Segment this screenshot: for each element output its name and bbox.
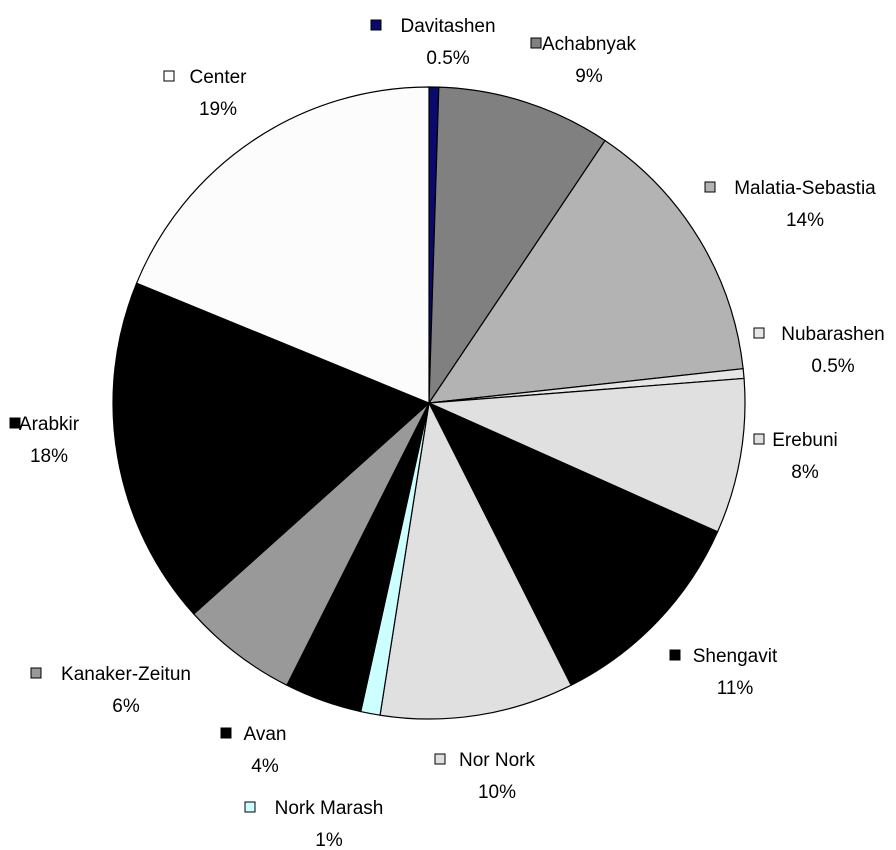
legend-swatch	[704, 181, 716, 193]
slice-name: Nor Nork	[459, 750, 536, 771]
pie-slice-center	[135, 86, 430, 404]
slice-percent: 19%	[199, 99, 237, 120]
slice-percent: 6%	[112, 696, 140, 717]
slice-label: Achabnyak 9%	[542, 34, 637, 87]
slice-name: Avan	[244, 724, 287, 745]
slice-name: Achabnyak	[542, 34, 637, 55]
slice-label: Center 19%	[189, 67, 247, 120]
legend-swatch	[220, 727, 232, 739]
pie-slice-nor-nork	[379, 401, 572, 720]
slice-label: Arabkir 18%	[19, 414, 80, 467]
legend-swatch	[244, 801, 256, 813]
slice-percent: 0.5%	[426, 48, 469, 69]
slice-label: Nork Marash 1%	[275, 798, 384, 850]
pie-slices	[112, 86, 746, 720]
slice-label: Nor Nork 10%	[459, 750, 536, 803]
slice-percent: 11%	[717, 678, 754, 699]
slice-name: Center	[189, 67, 247, 88]
slice-percent: 10%	[478, 782, 516, 803]
pie-labels: Davitashen 0.5% Achabnyak 9% Malatia-Sebasti…	[9, 16, 885, 850]
slice-label: Malatia-Sebastia 14%	[734, 178, 876, 231]
slice-percent: 4%	[251, 756, 279, 777]
pie-slice-achabnyak	[428, 86, 606, 406]
slice-label: Shengavit 11%	[693, 646, 778, 699]
slice-label: Nubarashen 0.5%	[781, 324, 885, 377]
legend-swatch	[434, 753, 446, 765]
slice-label: Kanaker-Zeitun 6%	[61, 664, 191, 717]
legend-swatch	[370, 19, 382, 31]
legend-swatch	[669, 649, 681, 661]
slice-name: Erebuni	[772, 430, 838, 451]
pie-slice-erebuni	[428, 377, 746, 533]
slice-percent: 0.5%	[811, 356, 854, 377]
slice-percent: 1%	[315, 830, 343, 850]
pie-slice-shengavit	[427, 401, 719, 687]
pie-slice-arabkir	[112, 282, 431, 615]
slice-label: Avan 4%	[244, 724, 287, 777]
slice-percent: 9%	[575, 66, 603, 87]
slice-percent: 18%	[30, 446, 68, 467]
slice-name: Nork Marash	[275, 798, 384, 819]
legend-swatch	[30, 667, 42, 679]
slice-percent: 8%	[791, 462, 819, 483]
slice-percent: 14%	[786, 210, 824, 231]
slice-name: Malatia-Sebastia	[734, 178, 876, 199]
legend-swatch	[9, 417, 21, 429]
slice-label: Davitashen 0.5%	[400, 16, 495, 69]
slice-name: Kanaker-Zeitun	[61, 664, 191, 685]
slice-name: Davitashen	[400, 16, 495, 37]
legend-swatch	[753, 433, 765, 445]
slice-name: Arabkir	[19, 414, 80, 435]
pie-slice-malatia-sebastia	[427, 139, 744, 404]
slice-name: Nubarashen	[781, 324, 885, 345]
slice-name: Shengavit	[693, 646, 778, 667]
legend-swatch	[530, 37, 542, 49]
legend-swatch	[753, 327, 765, 339]
slice-label: Erebuni 8%	[772, 430, 838, 483]
legend-swatch	[163, 70, 175, 82]
